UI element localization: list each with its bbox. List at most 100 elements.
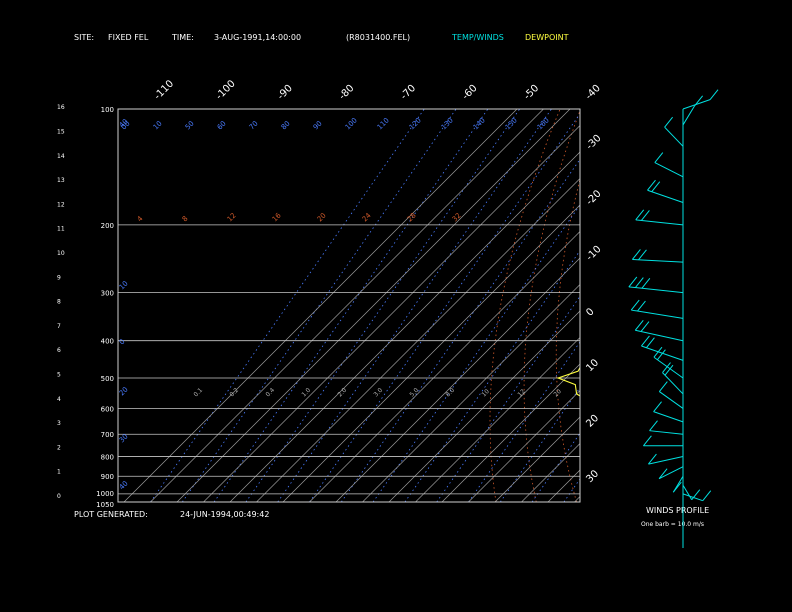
height-tick-label: 3 bbox=[57, 420, 61, 427]
height-tick-label: 13 bbox=[57, 177, 65, 184]
mixing-ratio-line bbox=[531, 432, 580, 502]
mixing-ratio-label: 80 bbox=[280, 119, 292, 131]
wind-barb bbox=[641, 345, 684, 361]
wind-barb-flag bbox=[662, 362, 671, 373]
wind-barb-flag bbox=[641, 335, 650, 347]
dry-adiabat bbox=[719, 109, 792, 502]
isotherm-line bbox=[123, 109, 518, 502]
wind-barb bbox=[635, 329, 684, 342]
height-tick-label: 9 bbox=[57, 274, 61, 281]
mixing-ratio-label: 90 bbox=[312, 119, 324, 131]
dry-adiabat-label: 4 bbox=[136, 214, 145, 223]
winds-profile-note: One barb = 10.0 m/s bbox=[641, 521, 704, 528]
isotherm-top-label: -60 bbox=[460, 83, 479, 102]
time-label: TIME: bbox=[172, 33, 194, 42]
mixing-ratio-label: 00 bbox=[120, 119, 132, 131]
plot-generated-label: PLOT GENERATED: bbox=[74, 510, 148, 519]
mixing-ratio-small-label: 10 bbox=[480, 388, 490, 398]
mixing-ratio-small-label: 8.0 bbox=[444, 387, 456, 399]
isotherm-top-label: -90 bbox=[276, 83, 295, 102]
dry-adiabat-label: 20 bbox=[316, 211, 328, 223]
pressure-tick-label: 800 bbox=[101, 454, 114, 462]
wind-barb bbox=[635, 219, 684, 226]
dry-adiabat bbox=[695, 109, 778, 502]
isotherm-line bbox=[521, 443, 580, 502]
wind-barb-flag bbox=[664, 116, 673, 128]
wind-barb-flag bbox=[658, 468, 668, 480]
mixing-ratio-line bbox=[340, 158, 580, 502]
wind-barb bbox=[649, 430, 684, 435]
wind-barb bbox=[664, 126, 684, 147]
dry-adiabat-label: 12 bbox=[226, 211, 238, 223]
legend-temp-winds: TEMP/WINDS bbox=[452, 33, 504, 42]
time-value: 3-AUG-1991,14:00:00 bbox=[214, 33, 302, 42]
mixing-ratio-small-label: 3.0 bbox=[372, 387, 384, 399]
dry-adiabat-label: 28 bbox=[406, 211, 418, 223]
dry-adiabat bbox=[765, 109, 792, 502]
mixing-ratio-line bbox=[181, 109, 457, 502]
wind-barb-flag bbox=[664, 364, 674, 376]
wind-barb-flag bbox=[637, 300, 646, 312]
isotherm-right-label: -30 bbox=[584, 133, 603, 152]
mixing-ratio-small-label: 0.4 bbox=[264, 387, 276, 399]
pressure-tick-label: 700 bbox=[101, 431, 114, 439]
isotherm-line bbox=[441, 363, 580, 502]
temperature-profile bbox=[622, 109, 767, 494]
wind-barb-flag bbox=[709, 89, 719, 100]
mixing-ratio-label: 10 bbox=[152, 119, 164, 131]
isotherm-top-label: -100 bbox=[214, 78, 238, 102]
wind-barb-flag bbox=[672, 481, 682, 493]
isotherm-right-label: -20 bbox=[584, 188, 603, 207]
mixing-ratio-line bbox=[213, 109, 489, 502]
dry-adiabat bbox=[523, 109, 580, 502]
isotherm-line bbox=[362, 284, 580, 502]
plot-frame bbox=[117, 108, 581, 503]
wind-barb-flag bbox=[641, 210, 650, 221]
wind-barb-flag bbox=[643, 435, 652, 447]
wind-barb bbox=[648, 456, 684, 465]
mixing-ratio-left-label: 40 bbox=[118, 479, 130, 491]
isotherm-line bbox=[229, 151, 580, 502]
isotherm-line bbox=[150, 109, 544, 502]
pressure-tick-label: 100 bbox=[101, 106, 114, 114]
dry-adiabat-label: 8 bbox=[181, 215, 190, 224]
isotherm-top-label: -110 bbox=[152, 78, 176, 102]
mixing-ratio-line bbox=[404, 249, 580, 502]
mixing-ratio-small-label: 0.2 bbox=[228, 387, 240, 399]
mixing-ratio-label: 140 bbox=[472, 116, 487, 131]
mixing-ratio-small-label: 5.0 bbox=[408, 387, 420, 399]
wind-barb bbox=[632, 258, 684, 263]
dry-adiabat-label: 32 bbox=[451, 211, 463, 223]
height-tick-label: 1 bbox=[57, 469, 61, 476]
isotherm-right-label: 0 bbox=[584, 306, 596, 318]
dry-adiabat bbox=[643, 109, 697, 502]
wind-barb-flag bbox=[634, 277, 644, 288]
isotherm-line bbox=[415, 337, 580, 502]
height-tick-label: 14 bbox=[57, 153, 65, 160]
dry-adiabat bbox=[786, 109, 792, 502]
height-tick-label: 11 bbox=[57, 226, 65, 233]
dry-adiabat bbox=[670, 109, 738, 502]
pressure-tick-label: 400 bbox=[101, 338, 114, 346]
mixing-ratio-label: 60 bbox=[216, 119, 228, 131]
isotherm-top-label: -80 bbox=[337, 83, 356, 102]
isotherm-right-label: 30 bbox=[584, 468, 601, 485]
isotherm-line bbox=[282, 204, 580, 502]
mixing-ratio-line bbox=[372, 204, 580, 502]
dry-adiabat bbox=[587, 109, 622, 502]
mixing-ratio-line bbox=[245, 109, 520, 502]
pressure-tick-label: 500 bbox=[101, 375, 114, 383]
height-tick-label: 8 bbox=[57, 299, 61, 306]
winds-profile-title: WINDS PROFILE bbox=[646, 506, 710, 515]
height-tick-label: 4 bbox=[57, 396, 61, 403]
mixing-ratio-small-label: 1.0 bbox=[300, 387, 312, 399]
isotherm-line bbox=[203, 125, 580, 502]
dry-adiabat-label: 16 bbox=[271, 211, 283, 223]
height-tick-label: 10 bbox=[57, 250, 65, 257]
wind-barb-flag bbox=[632, 249, 641, 260]
mixing-ratio-left-label: 30 bbox=[118, 432, 130, 444]
mixing-ratio-small-label: 20 bbox=[552, 388, 562, 398]
isotherm-line bbox=[601, 109, 792, 502]
site-value: FIXED FEL bbox=[108, 33, 149, 42]
